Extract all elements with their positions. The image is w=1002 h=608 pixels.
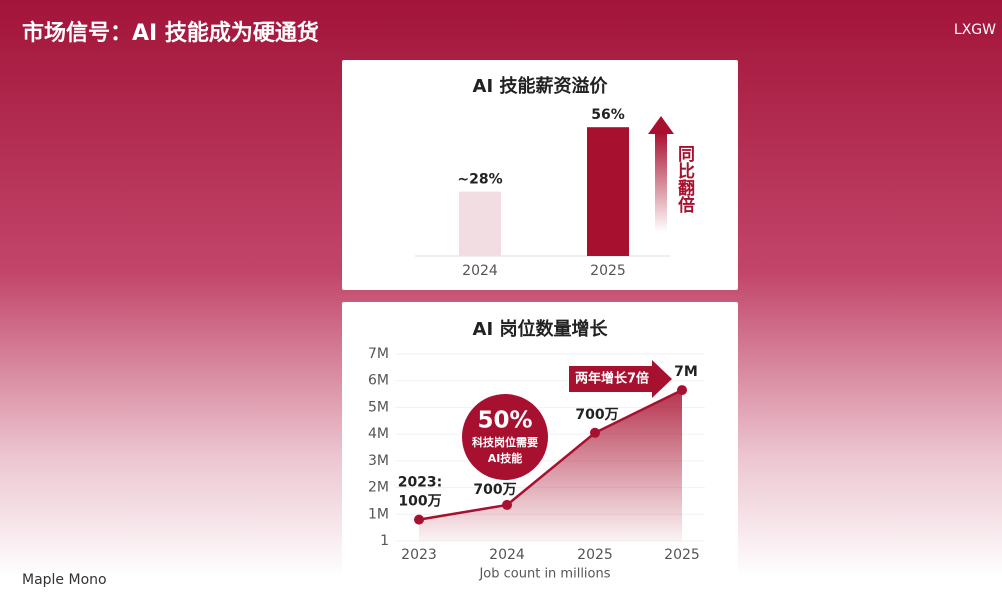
point-label: 2023: xyxy=(398,475,443,491)
point-label: 700万 xyxy=(473,482,516,498)
point xyxy=(677,385,687,396)
arrow-head xyxy=(648,116,674,134)
chart-title: AI 岗位数量增长 xyxy=(473,318,609,340)
point xyxy=(414,514,424,525)
point-label: 700万 xyxy=(575,407,618,423)
callout-text: AI技能 xyxy=(488,451,523,465)
x-tick-label: 2024 xyxy=(462,263,498,279)
callout-headline: 50% xyxy=(477,408,532,434)
value-label: 56% xyxy=(591,107,625,123)
x-tick-label: 2025 xyxy=(590,263,626,279)
badge xyxy=(569,360,672,398)
x-tick-label: 2024 xyxy=(489,547,525,563)
point-label: 100万 xyxy=(398,494,441,510)
x-tick-label: 2025 xyxy=(664,547,700,563)
bar xyxy=(587,127,629,256)
chart-title: AI 技能薪资溢价 xyxy=(473,75,609,97)
area xyxy=(419,390,682,541)
point xyxy=(590,427,600,438)
x-axis-label: Job count in millions xyxy=(478,567,610,582)
y-tick-label: 4M xyxy=(368,426,389,442)
y-tick-label: 3M xyxy=(368,453,389,469)
y-tick-label: 1M xyxy=(368,506,389,522)
arrow-shaft xyxy=(655,132,667,232)
bar xyxy=(459,191,501,256)
annotation: 同比翻倍 xyxy=(674,145,695,214)
value-label: ~28% xyxy=(457,172,502,188)
brand: LXGW xyxy=(954,22,996,38)
callout-text: 科技岗位需要 xyxy=(472,435,538,449)
x-tick-label: 2023 xyxy=(401,547,437,563)
callout xyxy=(462,394,548,480)
badge-text: 两年增长7倍 xyxy=(575,371,649,387)
footer: Maple Mono xyxy=(22,572,107,588)
point xyxy=(502,499,512,510)
slide-title: 市场信号：AI 技能成为硬通货 xyxy=(22,20,319,46)
line xyxy=(418,388,683,521)
y-tick-label: 6M xyxy=(368,373,389,389)
y-tick-label: 7M xyxy=(368,346,389,362)
y-tick-label: 2M xyxy=(368,480,389,496)
x-tick-label: 2025 xyxy=(577,547,613,563)
y-tick-label: 5M xyxy=(368,399,389,415)
point-label: 7M xyxy=(674,364,698,380)
card xyxy=(342,60,738,290)
y-tick-label: 1 xyxy=(380,533,389,549)
